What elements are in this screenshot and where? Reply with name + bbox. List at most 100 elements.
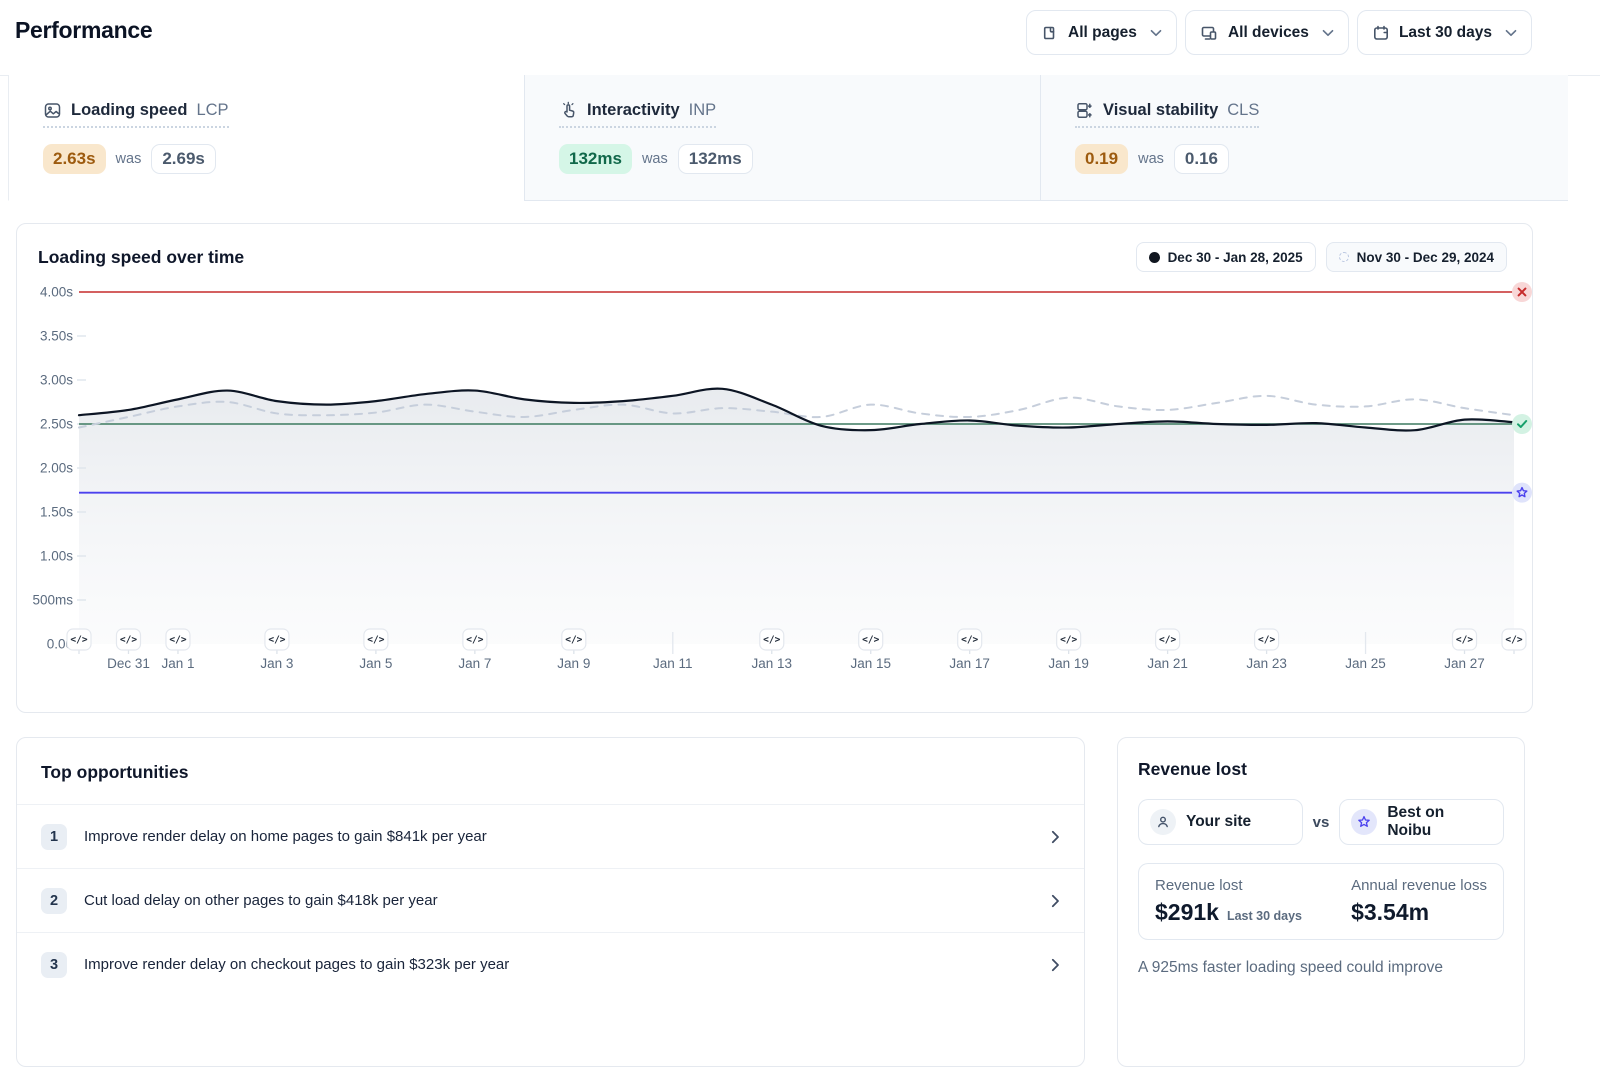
loading-speed-chart: 4.00s3.50s3.00s2.50s2.00s1.50s1.00s500ms… xyxy=(17,276,1532,706)
svg-text:</>: </> xyxy=(1060,635,1077,646)
svg-text:</>: </> xyxy=(1505,635,1522,646)
svg-text:Jan 9: Jan 9 xyxy=(557,656,590,671)
svg-text:Jan 3: Jan 3 xyxy=(260,656,293,671)
site-comparison-toggle: Your site vs Best on Noibu xyxy=(1138,799,1504,845)
chevron-right-icon xyxy=(1051,958,1060,972)
metric-current-value: 2.63s xyxy=(43,144,106,174)
svg-text:</>: </> xyxy=(169,635,186,646)
was-label: was xyxy=(642,151,668,167)
person-icon xyxy=(1150,809,1176,835)
svg-text:500ms: 500ms xyxy=(32,593,73,608)
svg-text:Jan 19: Jan 19 xyxy=(1048,656,1089,671)
your-site-label: Your site xyxy=(1186,813,1251,831)
vs-label: vs xyxy=(1313,814,1330,831)
tap-icon xyxy=(559,101,578,120)
metric-current-value: 132ms xyxy=(559,144,632,174)
svg-text:Jan 11: Jan 11 xyxy=(653,656,693,671)
svg-text:1.00s: 1.00s xyxy=(40,549,73,564)
layout-shift-icon xyxy=(1075,101,1094,120)
svg-text:Jan 15: Jan 15 xyxy=(850,656,891,671)
solid-dot-icon xyxy=(1149,252,1160,263)
tab-interactivity-inp[interactable]: Interactivity INP 132ms was 132ms xyxy=(524,75,1040,201)
opportunity-row-3[interactable]: 3 Improve render delay on checkout pages… xyxy=(17,932,1084,996)
revenue-lost-period: Last 30 days xyxy=(1227,909,1302,923)
svg-text:</>: </> xyxy=(1159,635,1176,646)
metric-current-value: 0.19 xyxy=(1075,144,1128,174)
svg-text:Jan 13: Jan 13 xyxy=(751,656,792,671)
your-site-button[interactable]: Your site xyxy=(1138,799,1303,845)
pages-filter-button[interactable]: All pages xyxy=(1026,10,1177,55)
opportunity-row-2[interactable]: 2 Cut load delay on other pages to gain … xyxy=(17,868,1084,932)
metric-name: Interactivity xyxy=(587,101,680,120)
opportunity-text: Improve render delay on checkout pages t… xyxy=(84,956,1034,973)
tab-visual-stability-cls[interactable]: Visual stability CLS 0.19 was 0.16 xyxy=(1040,75,1568,201)
legend-current-period[interactable]: Dec 30 - Jan 28, 2025 xyxy=(1136,242,1316,272)
svg-text:2.00s: 2.00s xyxy=(40,461,73,476)
svg-text:3.00s: 3.00s xyxy=(40,373,73,388)
chevron-down-icon xyxy=(1322,29,1334,37)
svg-text:</>: </> xyxy=(367,635,384,646)
svg-text:3.50s: 3.50s xyxy=(40,329,73,344)
star-icon xyxy=(1351,809,1377,835)
tab-loading-speed-lcp[interactable]: Loading speed LCP 2.63s was 2.69s xyxy=(8,75,524,201)
svg-text:Jan 5: Jan 5 xyxy=(359,656,392,671)
svg-text:Jan 21: Jan 21 xyxy=(1147,656,1188,671)
legend-current-label: Dec 30 - Jan 28, 2025 xyxy=(1168,250,1303,265)
svg-text:</>: </> xyxy=(763,635,780,646)
revenue-lost-title: Revenue lost xyxy=(1138,759,1504,780)
svg-text:Jan 17: Jan 17 xyxy=(949,656,990,671)
svg-text:</>: </> xyxy=(120,635,137,646)
rank-badge: 2 xyxy=(41,888,67,914)
svg-text:</>: </> xyxy=(268,635,285,646)
top-opportunities-card: Top opportunities 1 Improve render delay… xyxy=(16,737,1085,1067)
legend-previous-period[interactable]: Nov 30 - Dec 29, 2024 xyxy=(1326,242,1507,272)
revenue-lost-value: $291k xyxy=(1155,899,1219,926)
svg-text:2.50s: 2.50s xyxy=(40,417,73,432)
svg-text:</>: </> xyxy=(961,635,978,646)
metric-previous-value: 2.69s xyxy=(151,144,216,174)
metric-code: INP xyxy=(689,101,717,120)
image-icon xyxy=(43,101,62,120)
annual-revenue-loss-label: Annual revenue loss xyxy=(1351,877,1487,894)
was-label: was xyxy=(1138,151,1164,167)
opportunity-text: Improve render delay on home pages to ga… xyxy=(84,828,1034,845)
revenue-lost-card: Revenue lost Your site vs Best on Noibu … xyxy=(1117,737,1525,1067)
svg-text:Jan 25: Jan 25 xyxy=(1345,656,1386,671)
svg-text:4.00s: 4.00s xyxy=(40,285,73,300)
was-label: was xyxy=(116,151,142,167)
opportunity-text: Cut load delay on other pages to gain $4… xyxy=(84,892,1034,909)
metric-previous-value: 132ms xyxy=(678,144,753,174)
metric-code: CLS xyxy=(1227,101,1259,120)
good-threshold-badge xyxy=(1512,414,1532,434)
metric-name: Visual stability xyxy=(1103,101,1218,120)
page-header: Performance All pages All de xyxy=(0,0,1600,75)
metric-name: Loading speed xyxy=(71,101,187,120)
date-range-filter-label: Last 30 days xyxy=(1399,24,1492,42)
annual-revenue-loss-stat: Annual revenue loss $3.54m xyxy=(1351,877,1487,926)
area-fill xyxy=(79,389,1514,644)
svg-text:</>: </> xyxy=(862,635,879,646)
devices-filter-label: All devices xyxy=(1228,24,1309,42)
date-range-filter-button[interactable]: Last 30 days xyxy=(1357,10,1532,55)
calendar-icon xyxy=(1372,24,1390,42)
top-opportunities-title: Top opportunities xyxy=(17,738,1084,804)
devices-filter-button[interactable]: All devices xyxy=(1185,10,1349,55)
chevron-right-icon xyxy=(1051,894,1060,908)
revenue-lost-stat: Revenue lost $291k Last 30 days xyxy=(1155,877,1302,926)
best-on-noibu-button[interactable]: Best on Noibu xyxy=(1339,799,1504,845)
improvement-note: A 925ms faster loading speed could impro… xyxy=(1138,957,1504,979)
loading-speed-chart-card: Loading speed over time Dec 30 - Jan 28,… xyxy=(16,223,1533,713)
chart-title: Loading speed over time xyxy=(38,247,244,268)
rank-badge: 1 xyxy=(41,824,67,850)
best-on-noibu-badge xyxy=(1512,483,1532,503)
svg-text:Dec 31: Dec 31 xyxy=(107,656,150,671)
metric-previous-value: 0.16 xyxy=(1174,144,1229,174)
svg-text:Jan 27: Jan 27 xyxy=(1444,656,1485,671)
rank-badge: 3 xyxy=(41,952,67,978)
devices-icon xyxy=(1200,24,1219,42)
page-title: Performance xyxy=(15,17,152,44)
opportunity-row-1[interactable]: 1 Improve render delay on home pages to … xyxy=(17,804,1084,868)
svg-text:</>: </> xyxy=(1258,635,1275,646)
chevron-down-icon xyxy=(1505,29,1517,37)
revenue-stats-box: Revenue lost $291k Last 30 days Annual r… xyxy=(1138,863,1504,940)
